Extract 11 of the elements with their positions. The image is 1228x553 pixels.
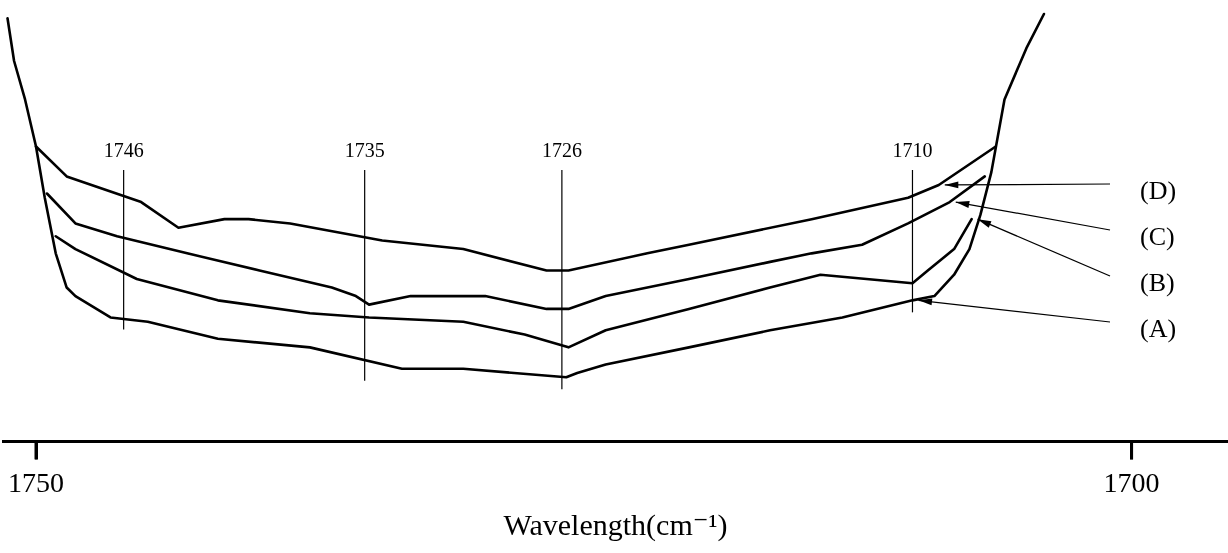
text: (D)	[1140, 175, 1177, 205]
text: (C)	[1140, 221, 1175, 251]
text: (A)	[1140, 313, 1177, 343]
x-tick-label: 1700	[1103, 466, 1160, 498]
x-axis-title: Wavelength(cm⁻¹)	[503, 507, 728, 542]
text: (B)	[1140, 267, 1175, 297]
x-tick-label: 1750	[8, 466, 64, 498]
ref-line-label: 1726	[541, 139, 582, 162]
ref-line-label: 1746	[103, 139, 144, 162]
ref-line-label: 1735	[344, 139, 385, 162]
ref-line-label: 1710	[892, 139, 933, 162]
